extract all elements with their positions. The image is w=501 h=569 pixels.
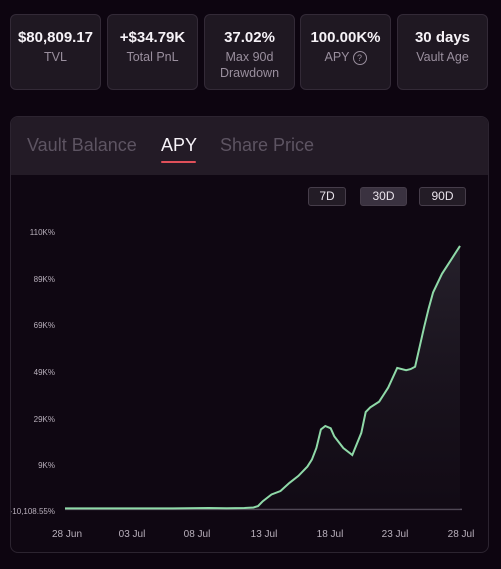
- stat-vault-age-value: 30 days: [414, 29, 471, 46]
- stats-row: $80,809.17 TVL +$34.79K Total PnL 37.02%…: [10, 14, 494, 92]
- stat-total-pnl-label: Total PnL: [126, 50, 179, 64]
- tab-vault-balance[interactable]: Vault Balance: [27, 135, 137, 155]
- question-circle-icon[interactable]: ?: [352, 50, 367, 65]
- stat-total-pnl-value: +$34.79K: [119, 29, 186, 46]
- x-tick-label: 28 Jul: [448, 529, 475, 540]
- stat-tvl-value: $80,809.17: [17, 29, 94, 46]
- stat-apy-label-row: APY?: [301, 49, 390, 65]
- x-tick-label: 03 Jul: [119, 529, 146, 540]
- y-tick-label: 29K%: [34, 415, 55, 424]
- stat-max-drawdown-value: 37.02%: [224, 29, 275, 46]
- x-tick-label: 28 Jun: [52, 529, 82, 540]
- y-tick-label: -10,108.55%: [11, 507, 55, 516]
- stat-max-drawdown: 37.02% Max 90d Drawdown: [204, 14, 295, 90]
- tab-share-price[interactable]: Share Price: [220, 135, 315, 155]
- stat-vault-age: 30 days Vault Age: [397, 14, 488, 90]
- active-tab-indicator: [161, 161, 196, 163]
- y-tick-label: 49K%: [34, 368, 55, 377]
- x-tick-label: 18 Jul: [317, 529, 344, 540]
- stat-total-pnl: +$34.79K Total PnL: [107, 14, 198, 90]
- chart-tabs: Vault Balance APY Share Price: [11, 117, 488, 175]
- apy-line: [65, 245, 461, 510]
- stat-tvl-label: TVL: [44, 50, 67, 64]
- stat-vault-age-label: Vault Age: [416, 50, 469, 64]
- apy-chart: 110K% 89K% 69K% 49K% 29K% 9K% -10,108.55% 28 J…: [11, 228, 475, 540]
- stat-tvl: $80,809.17 TVL: [10, 14, 101, 90]
- stat-apy-value: 100.00K%: [310, 29, 381, 46]
- range-30d-button[interactable]: 30D: [360, 187, 407, 206]
- stat-apy-label: APY: [324, 50, 350, 64]
- chart-panel: Vault Balance APY Share Price 7D 30D 90D…: [10, 116, 489, 553]
- y-tick-label: 9K%: [38, 461, 55, 470]
- range-90d-button[interactable]: 90D: [419, 187, 466, 206]
- stat-max-drawdown-label: Max 90d Drawdown: [219, 50, 280, 80]
- stat-apy: 100.00K% APY?: [300, 14, 391, 90]
- x-tick-label: 13 Jul: [251, 529, 278, 540]
- y-tick-label: 89K%: [34, 275, 55, 284]
- y-tick-label: 69K%: [34, 321, 55, 330]
- range-7d-button[interactable]: 7D: [308, 187, 346, 206]
- x-tick-label: 23 Jul: [382, 529, 409, 540]
- tab-apy[interactable]: APY: [161, 135, 198, 155]
- y-tick-label: 110K%: [30, 228, 55, 237]
- x-tick-label: 08 Jul: [184, 529, 211, 540]
- apy-area: [65, 245, 460, 510]
